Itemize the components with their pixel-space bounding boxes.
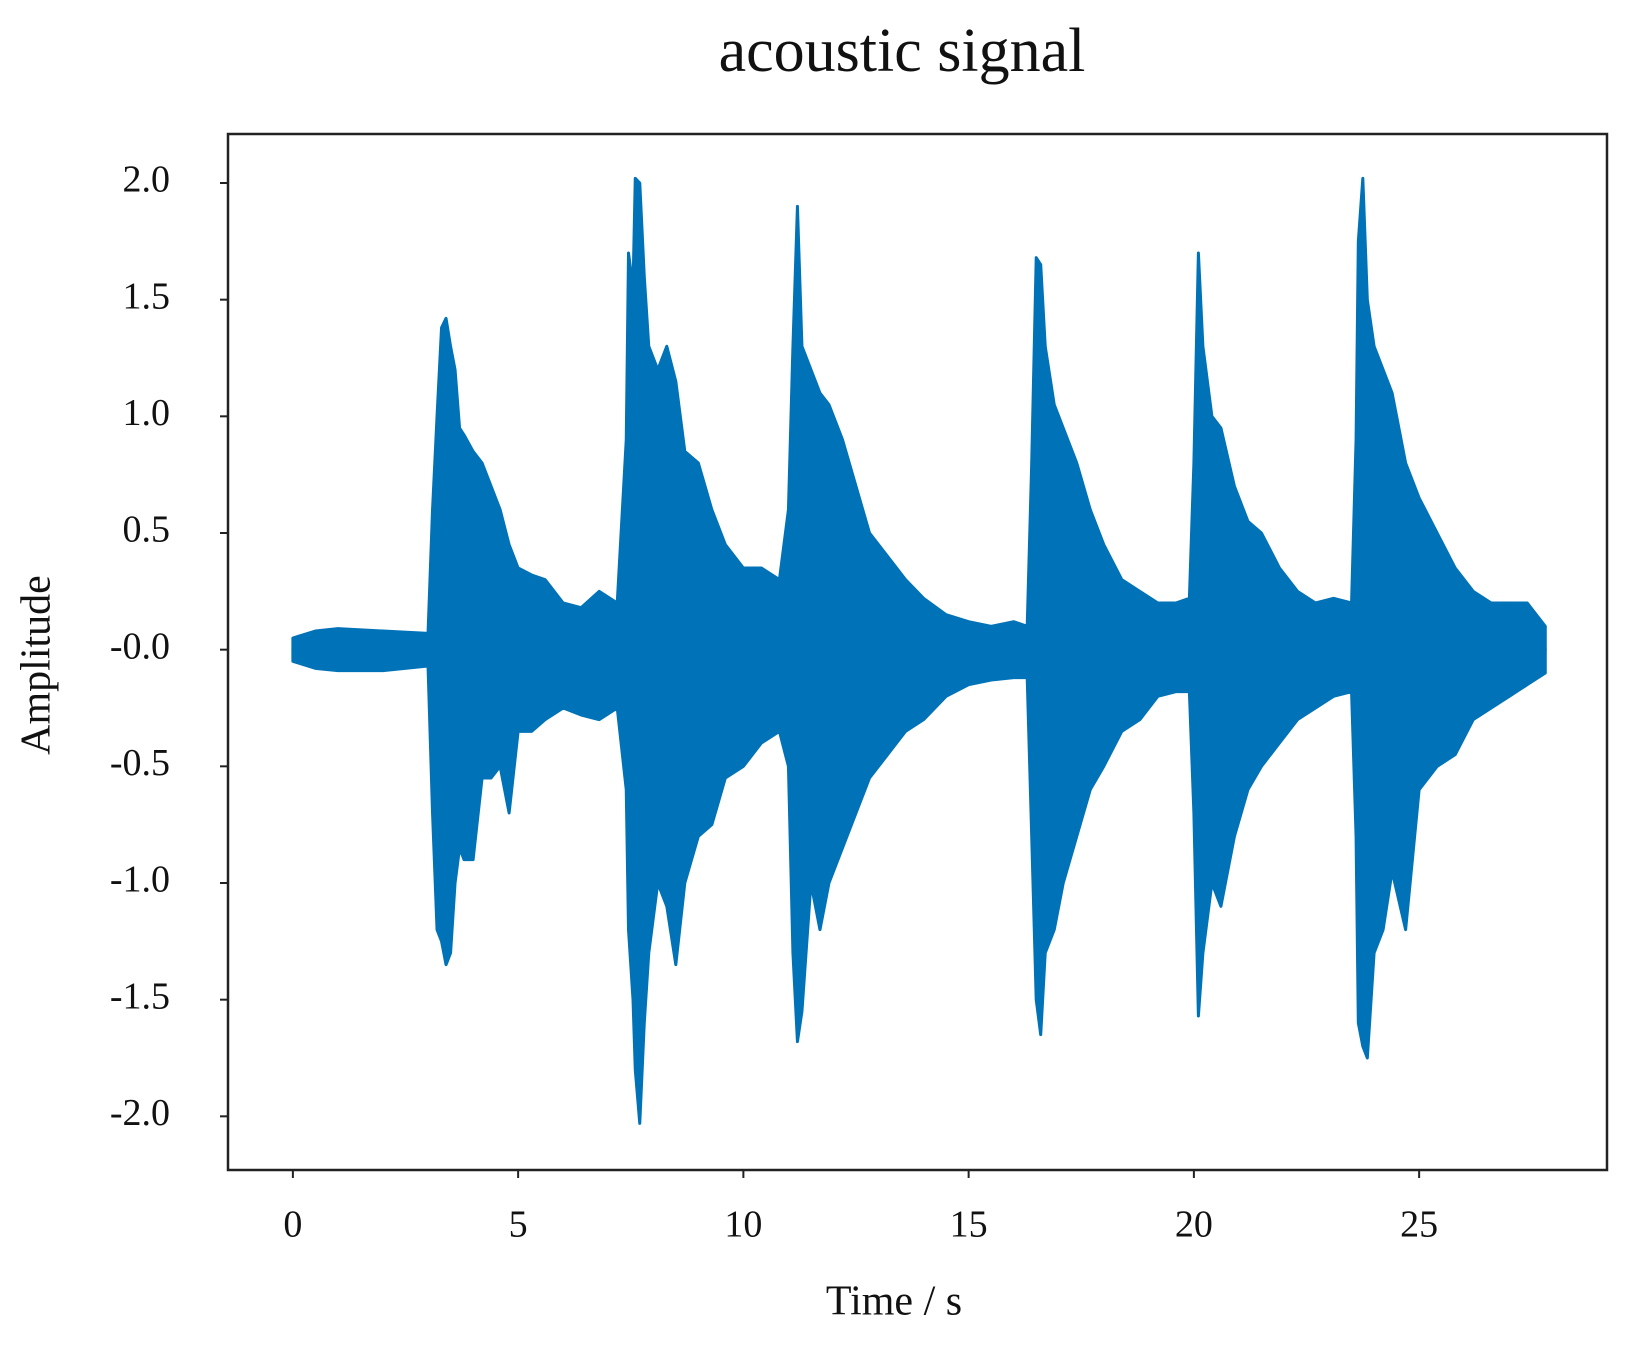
signal-area xyxy=(291,176,1547,652)
plot-frame xyxy=(226,132,1609,1172)
chart-title: acoustic signal xyxy=(719,17,1086,85)
y-axis-label: Amplitude xyxy=(14,575,60,755)
x-axis-label: Time / s xyxy=(826,1279,962,1325)
y-tick-label: 1.5 xyxy=(123,275,171,317)
y-tick-label: -1.5 xyxy=(110,975,170,1017)
x-tick-label: 20 xyxy=(1175,1204,1213,1246)
y-tick-label: 2.0 xyxy=(123,159,171,201)
x-tick-label: 10 xyxy=(724,1204,762,1246)
x-tick-label: 25 xyxy=(1400,1204,1438,1246)
y-tick-label: -0.5 xyxy=(110,742,170,784)
signal-area xyxy=(291,648,1547,1125)
y-tick-label: 1.0 xyxy=(123,392,171,434)
x-tick-label: 5 xyxy=(509,1204,528,1246)
x-tick-label: 15 xyxy=(950,1204,988,1246)
y-tick-label: -2.0 xyxy=(110,1092,170,1134)
x-tick-label: 0 xyxy=(283,1204,302,1246)
y-tick-label: -0.0 xyxy=(110,625,170,667)
y-tick-label: 0.5 xyxy=(123,509,171,551)
y-tick-label: -1.0 xyxy=(110,859,170,901)
